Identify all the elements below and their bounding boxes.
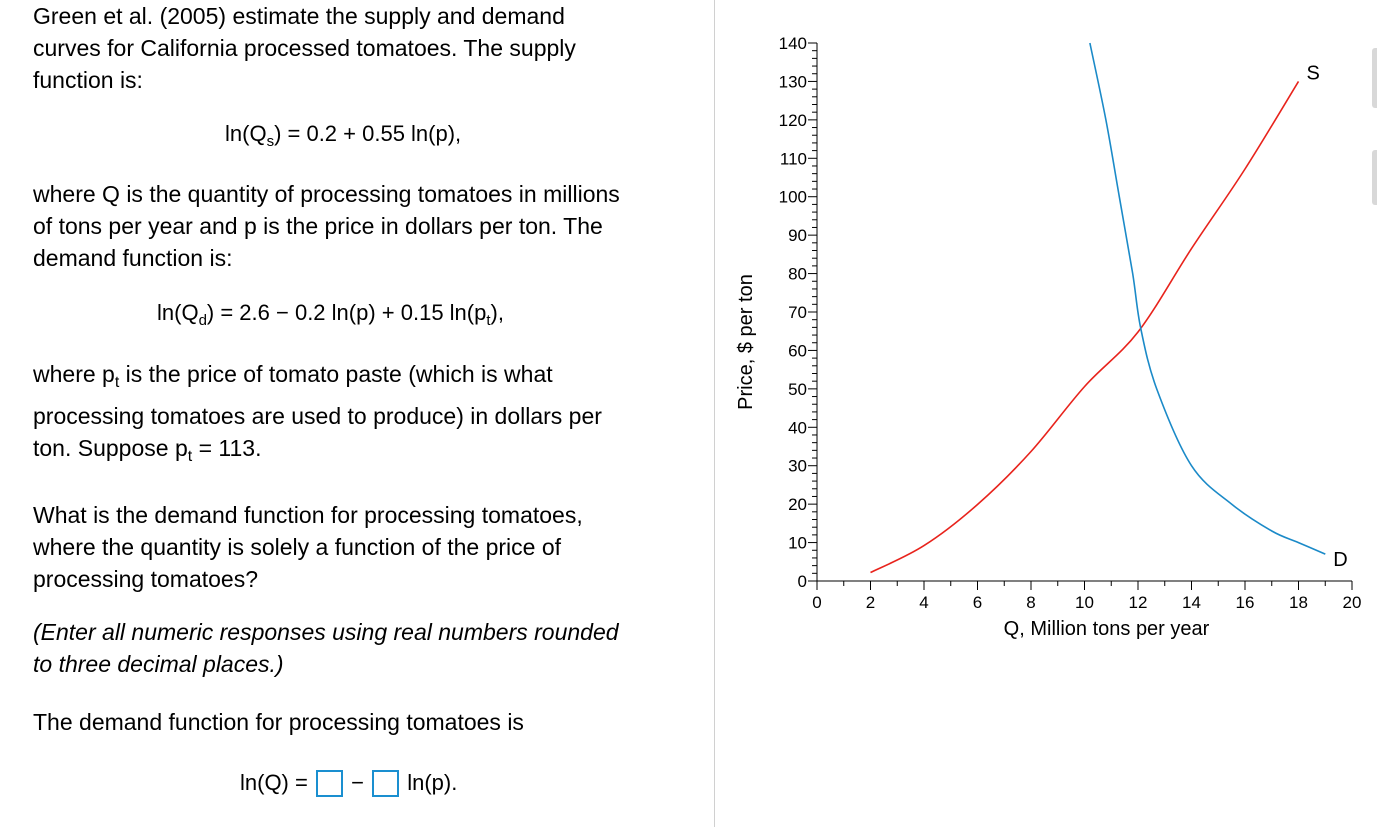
y-tick-label-70: 70 bbox=[788, 303, 807, 322]
x-axis-label: Q, Million tons per year bbox=[1004, 618, 1210, 640]
chart-labels: S D Q, Million tons per year Price, $ per t… bbox=[735, 62, 1348, 640]
y-tick-label-0: 0 bbox=[798, 572, 807, 591]
chart-axes bbox=[816, 43, 1352, 582]
suppose-line: ton. Suppose pt = 113. bbox=[33, 435, 262, 465]
where-pt-line-2: processing tomatoes are used to produce)… bbox=[33, 403, 602, 429]
answer-equation: ln(Q) = − ln(p). bbox=[240, 770, 457, 797]
supply-demand-chart: 0 10 20 30 40 50 60 70 80 90 100 110 120 130 140 0 2 4 6 8 1… bbox=[735, 34, 1362, 640]
y-tick-label-130: 130 bbox=[779, 72, 807, 91]
instruction-line-2: to three decimal places.) bbox=[33, 651, 284, 677]
x-tick-label-4: 4 bbox=[919, 593, 928, 612]
x-tick-label-18: 18 bbox=[1289, 593, 1308, 612]
intercept-input[interactable] bbox=[315, 770, 343, 797]
side-scroll-tab-1[interactable] bbox=[1372, 48, 1377, 108]
question-panel: Green et al. (2005) estimate the supply … bbox=[33, 3, 620, 797]
answer-tail: ln(p). bbox=[407, 770, 458, 795]
y-axis-label: Price, $ per ton bbox=[735, 274, 757, 410]
x-tick-label-14: 14 bbox=[1182, 593, 1201, 612]
y-tick-label-50: 50 bbox=[788, 380, 807, 399]
y-tick-label-60: 60 bbox=[788, 341, 807, 360]
answer-label: The demand function for processing tomat… bbox=[33, 709, 524, 735]
y-tick-label-20: 20 bbox=[788, 495, 807, 514]
y-tick-label-80: 80 bbox=[788, 265, 807, 284]
x-tick-label-16: 16 bbox=[1236, 593, 1255, 612]
y-tick-label-40: 40 bbox=[788, 418, 807, 437]
answer-lhs: ln(Q) = bbox=[240, 770, 308, 795]
curve-S bbox=[870, 80, 1300, 574]
y-tick-label-10: 10 bbox=[788, 534, 807, 553]
chart-curves bbox=[870, 42, 1326, 574]
chart-ticks: 0 10 20 30 40 50 60 70 80 90 100 110 120 130 140 0 2 4 6 8 1… bbox=[779, 34, 1362, 612]
curve-label-S: S bbox=[1307, 62, 1320, 84]
instruction-line-1: (Enter all numeric responses using real … bbox=[33, 619, 619, 645]
slope-input[interactable] bbox=[372, 770, 400, 797]
where-q-line-1: where Q is the quantity of processing to… bbox=[33, 181, 620, 207]
ask-line-3: processing tomatoes? bbox=[33, 566, 259, 592]
ask-line-2: where the quantity is solely a function … bbox=[33, 534, 562, 560]
x-tick-label-20: 20 bbox=[1343, 593, 1362, 612]
curve-label-D: D bbox=[1333, 549, 1347, 571]
supply-equation: ln(Qs) = 0.2 + 0.55 ln(p), bbox=[225, 121, 462, 150]
y-tick-label-140: 140 bbox=[779, 34, 807, 53]
curve-D bbox=[1089, 42, 1326, 555]
where-pt-line-1: where pt is the price of tomato paste (w… bbox=[33, 361, 553, 391]
x-tick-label-12: 12 bbox=[1129, 593, 1148, 612]
y-tick-label-100: 100 bbox=[779, 188, 807, 207]
minus-sign: − bbox=[351, 770, 364, 795]
x-tick-label-8: 8 bbox=[1026, 593, 1035, 612]
intro-line-1: Green et al. (2005) estimate the supply … bbox=[33, 3, 565, 29]
intro-line-2: curves for California processed tomatoes… bbox=[33, 35, 576, 61]
where-q-line-3: demand function is: bbox=[33, 245, 233, 271]
panel-divider bbox=[714, 0, 715, 827]
x-tick-label-0: 0 bbox=[812, 593, 821, 612]
y-tick-label-120: 120 bbox=[779, 111, 807, 130]
x-tick-label-6: 6 bbox=[973, 593, 982, 612]
y-tick-label-90: 90 bbox=[788, 226, 807, 245]
x-tick-label-2: 2 bbox=[866, 593, 875, 612]
ask-line-1: What is the demand function for processi… bbox=[33, 502, 583, 528]
side-scroll-tab-2[interactable] bbox=[1372, 150, 1377, 205]
demand-equation: ln(Qd) = 2.6 − 0.2 ln(p) + 0.15 ln(pt), bbox=[157, 300, 504, 329]
intro-line-3: function is: bbox=[33, 67, 143, 93]
y-tick-label-30: 30 bbox=[788, 457, 807, 476]
y-tick-label-110: 110 bbox=[780, 149, 807, 168]
where-q-line-2: of tons per year and p is the price in d… bbox=[33, 213, 603, 239]
x-tick-label-10: 10 bbox=[1075, 593, 1094, 612]
